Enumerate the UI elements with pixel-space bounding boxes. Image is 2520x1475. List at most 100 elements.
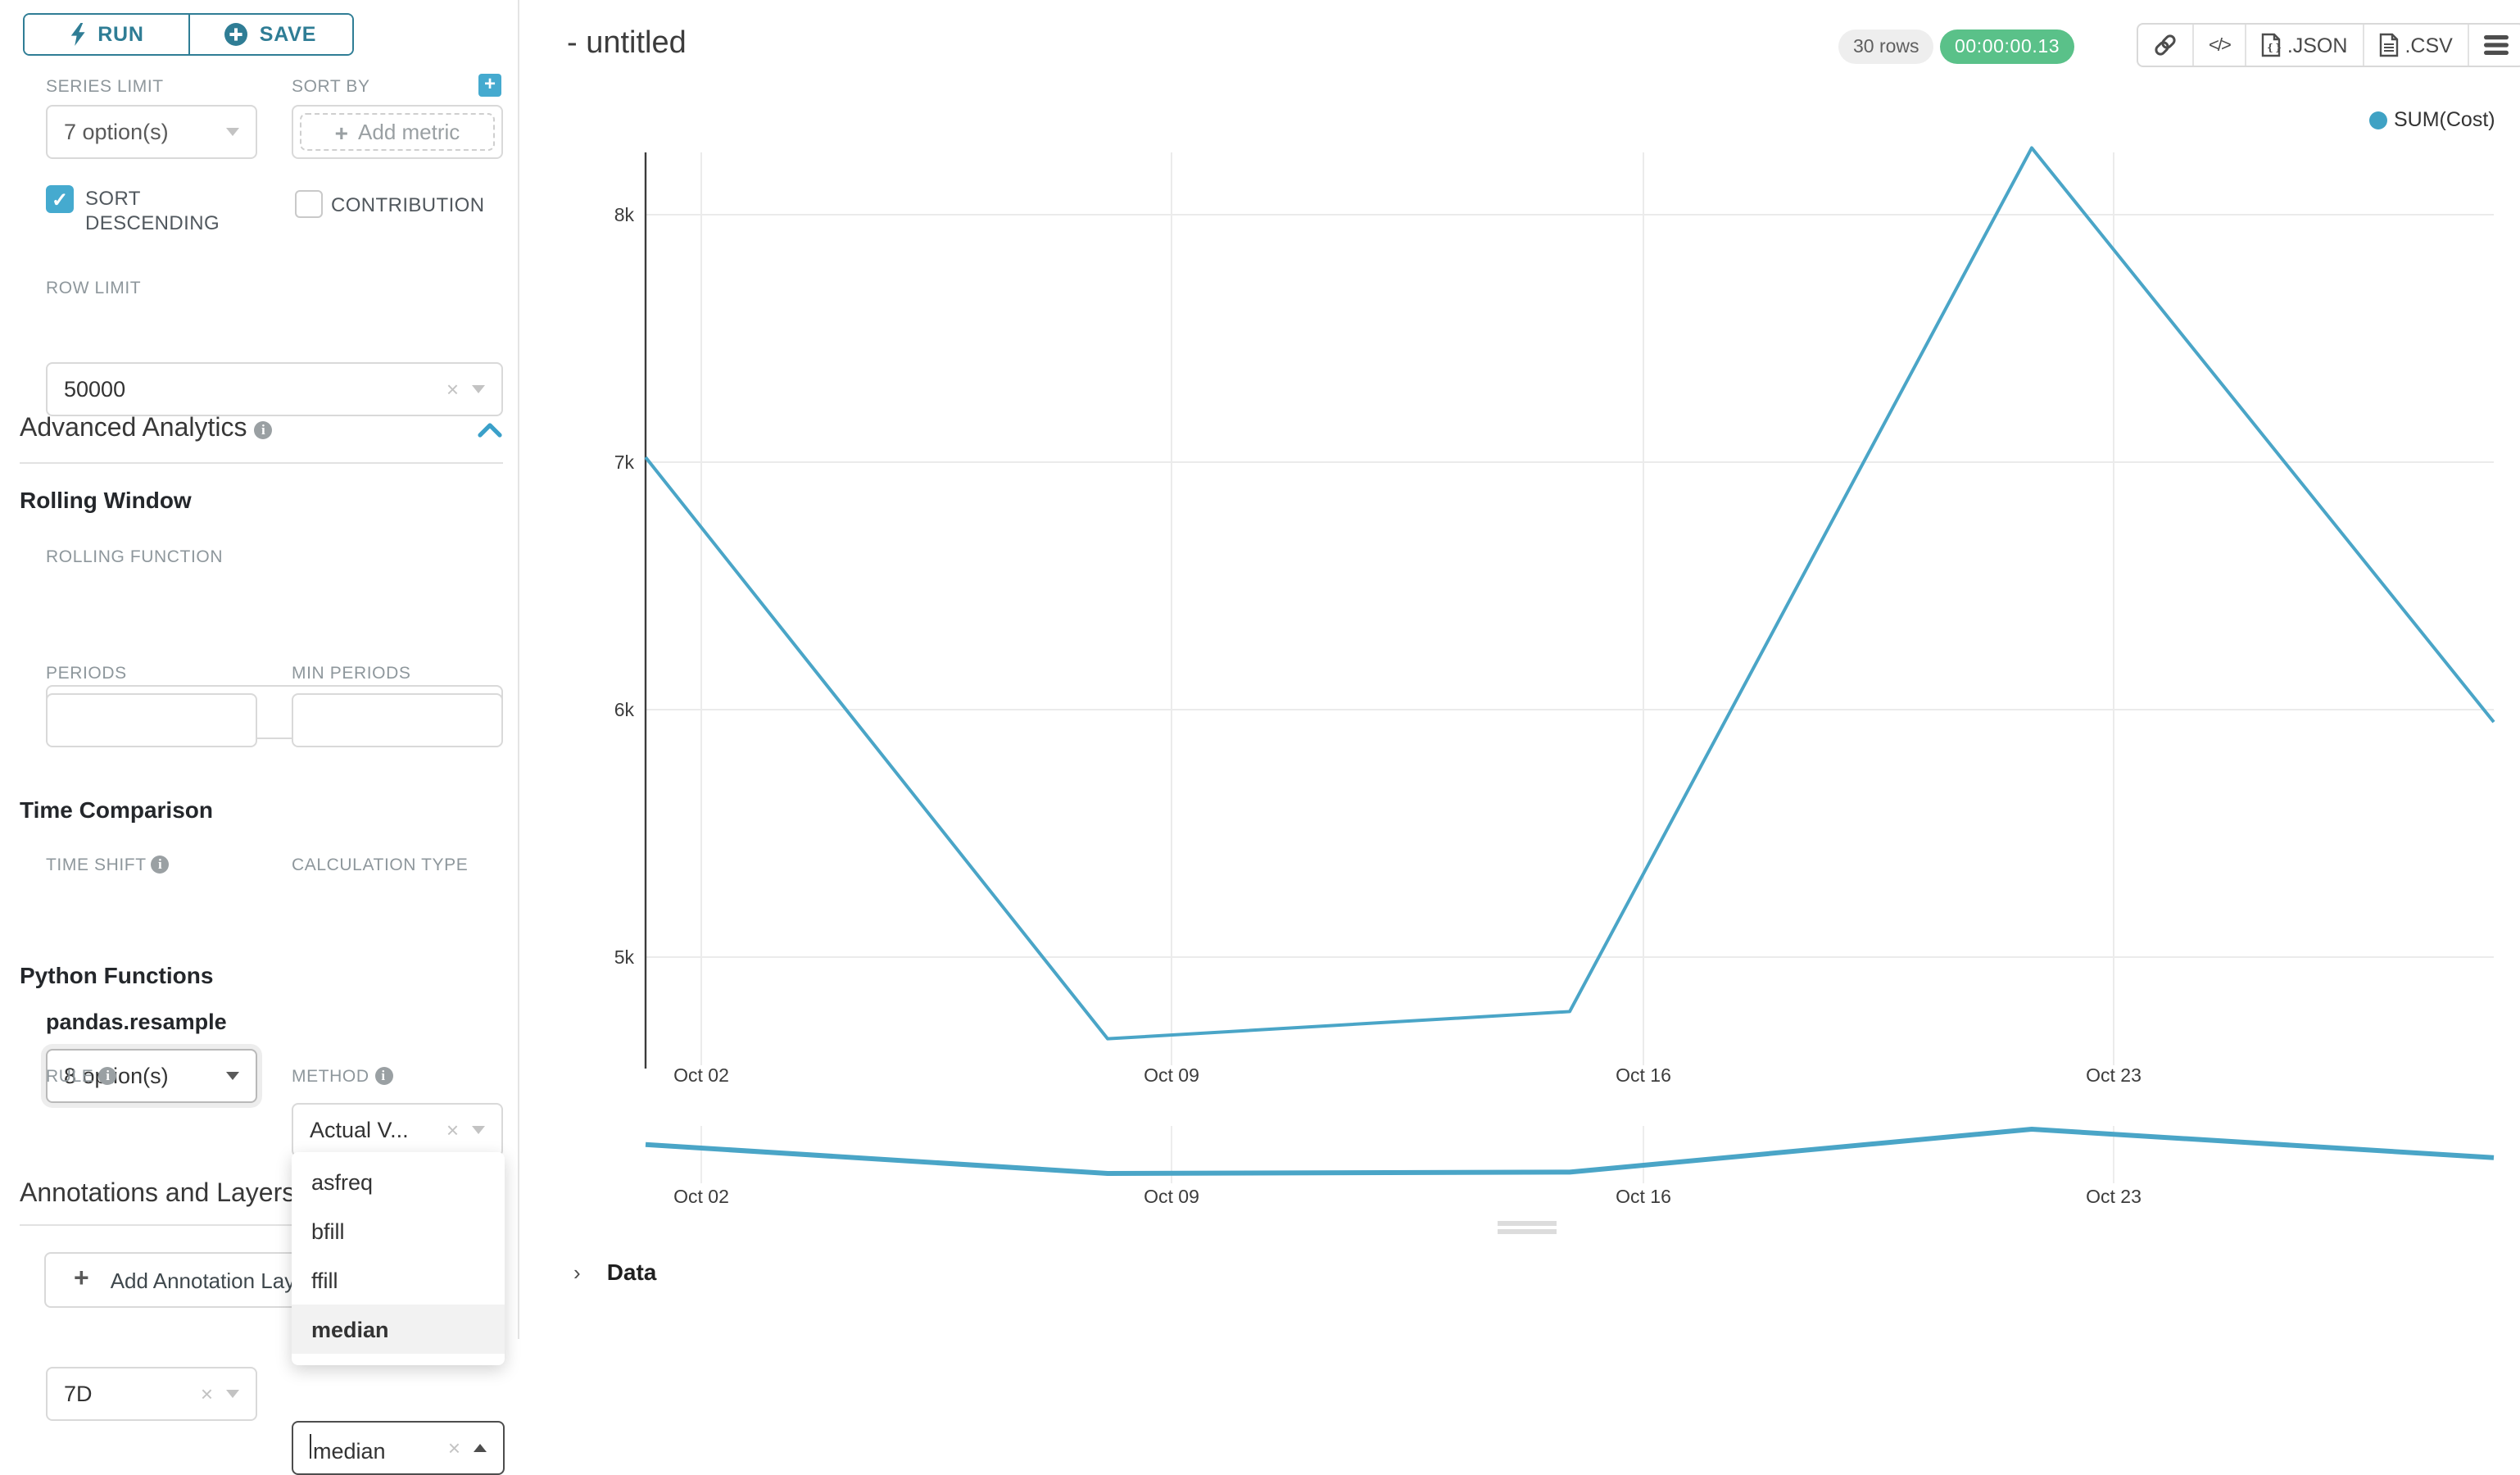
divider [20, 1224, 503, 1226]
sort-by-field: + Add metric [292, 105, 503, 159]
line-chart-canvas[interactable]: Oct 02 Oct 09 Oct 16 Oct 23 8k 7k 6k 5k Oct 02 Oc… [521, 0, 2520, 1339]
method-select[interactable]: median × [292, 1421, 505, 1475]
calculation-type-label: CALCULATION TYPE [292, 856, 469, 875]
run-button-label: RUN [97, 23, 144, 46]
main-series-line [644, 146, 2495, 1041]
legend-series-label: SUM(Cost) [2394, 108, 2495, 131]
contribution-checkbox[interactable] [295, 190, 323, 218]
rule-select[interactable]: 7D × [46, 1367, 257, 1421]
save-button[interactable]: SAVE [188, 15, 352, 54]
chart-pane: - untitled 30 rows 00:00:00.13 </> ❴❵ .J… [521, 0, 2520, 1339]
menu-item-median[interactable]: median [292, 1305, 505, 1354]
add-metric-label: Add metric [358, 120, 460, 144]
row-limit-label: ROW LIMIT [46, 279, 142, 298]
caret-down-icon [472, 385, 485, 393]
more-options-button[interactable] [2467, 25, 2520, 66]
export-json-label: .JSON [2287, 34, 2348, 57]
clear-x-icon[interactable]: × [447, 1436, 460, 1460]
x-axis-tick-label: Oct 16 [1616, 1064, 1671, 1086]
row-limit-select[interactable]: 50000 × [46, 362, 503, 416]
add-metric-button[interactable]: + Add metric [300, 113, 495, 151]
caret-up-icon [474, 1444, 487, 1452]
time-comparison-title: Time Comparison [20, 796, 213, 823]
method-value: median [310, 1433, 448, 1463]
resize-drag-handle[interactable] [1498, 1221, 1557, 1237]
info-icon[interactable]: i [374, 1067, 393, 1085]
menu-icon [2483, 35, 2509, 55]
run-button[interactable]: RUN [25, 15, 188, 54]
menu-item-asfreq[interactable]: asfreq [311, 1169, 374, 1194]
lightning-bolt-icon [70, 23, 84, 46]
min-periods-input[interactable] [292, 693, 503, 747]
save-button-label: SAVE [259, 23, 317, 46]
periods-input[interactable] [46, 693, 257, 747]
clear-x-icon[interactable]: × [200, 1382, 213, 1406]
info-icon[interactable]: i [151, 856, 170, 874]
clear-x-icon[interactable]: × [446, 377, 459, 402]
chevron-up-icon[interactable] [477, 421, 503, 439]
calculation-type-select[interactable]: Actual V... × [292, 1103, 503, 1157]
add-metric-plus-icon: + [334, 119, 349, 145]
pandas-resample-subtitle: pandas.resample [46, 1010, 227, 1034]
legend[interactable]: SUM(Cost) [2369, 108, 2495, 131]
run-save-button-group: RUN SAVE [23, 13, 354, 56]
sort-by-label: SORT BY [292, 77, 370, 97]
periods-label: PERIODS [46, 664, 127, 683]
chart-title[interactable]: - untitled [567, 26, 687, 61]
data-panel-label: Data [606, 1259, 657, 1285]
mini-x-axis-tick-label: Oct 02 [673, 1186, 729, 1207]
mini-x-axis-tick-label: Oct 16 [1616, 1186, 1671, 1207]
query-timer-badge: 00:00:00.13 [1940, 30, 2075, 64]
share-link-button[interactable] [2138, 25, 2192, 66]
sort-descending-checkbox[interactable]: ✓ [46, 185, 74, 213]
control-panel-sidebar: RUN SAVE SERIES LIMIT SORT BY + 7 option… [0, 0, 519, 1475]
rolling-window-title: Rolling Window [20, 487, 192, 513]
data-panel-toggle[interactable]: › Data [573, 1259, 656, 1285]
contribution-label: CONTRIBUTION [331, 193, 485, 216]
row-count-badge: 30 rows [1838, 30, 1934, 64]
check-icon: ✓ [51, 188, 69, 211]
row-limit-value: 50000 [64, 377, 126, 402]
time-shift-select[interactable]: 8 option(s) [46, 1049, 257, 1103]
series-limit-select[interactable]: 7 option(s) [46, 105, 257, 159]
caret-down-icon [226, 1072, 239, 1080]
code-icon: </> [2209, 35, 2232, 55]
view-query-button[interactable]: </> [2192, 25, 2245, 66]
divider [20, 462, 503, 464]
chevron-right-icon: › [573, 1259, 581, 1284]
x-axis-tick-label: Oct 23 [2086, 1064, 2142, 1086]
rolling-function-label: ROLLING FUNCTION [46, 547, 224, 567]
series-limit-value: 7 option(s) [64, 120, 169, 144]
info-icon[interactable]: i [98, 1067, 117, 1085]
export-csv-button[interactable]: .CSV [2362, 25, 2467, 66]
series-limit-label: SERIES LIMIT [46, 77, 164, 97]
text-cursor [310, 1433, 311, 1458]
plus-circle-icon [224, 23, 248, 46]
menu-item-ffill[interactable]: ffill [311, 1268, 338, 1292]
y-axis-tick-label: 5k [614, 946, 635, 968]
annotations-layers-title: Annotations and Layers [20, 1180, 296, 1208]
python-functions-title: Python Functions [20, 962, 214, 988]
method-dropdown-menu: asfreq bfill ffill median [292, 1152, 505, 1365]
info-icon[interactable]: i [254, 421, 273, 439]
sort-descending-label: SORT DESCENDING [85, 187, 220, 234]
svg-text:❴❵: ❴❵ [2266, 42, 2281, 53]
advanced-analytics-title: Advanced Analytics [20, 415, 247, 442]
menu-item-bfill[interactable]: bfill [311, 1219, 345, 1243]
caret-down-icon [226, 128, 239, 136]
mini-range-selector-line[interactable] [645, 1127, 2495, 1176]
mini-x-axis-tick-label: Oct 09 [1144, 1186, 1199, 1207]
y-axis-tick-label: 7k [614, 452, 635, 473]
add-plus-icon[interactable]: + [478, 73, 501, 97]
clear-x-icon[interactable]: × [446, 1118, 459, 1142]
calculation-type-value: Actual V... [310, 1118, 409, 1142]
csv-file-icon [2379, 33, 2398, 57]
caret-down-icon [472, 1126, 485, 1134]
add-annotation-layer-label: Add Annotation Layer [110, 1268, 315, 1292]
export-json-button[interactable]: ❴❵ .JSON [2244, 25, 2363, 66]
plus-icon: + [74, 1265, 89, 1293]
x-axis-tick-label: Oct 09 [1144, 1064, 1199, 1086]
advanced-analytics-header[interactable]: Advanced Analytics i [20, 415, 273, 444]
min-periods-label: MIN PERIODS [292, 664, 411, 683]
